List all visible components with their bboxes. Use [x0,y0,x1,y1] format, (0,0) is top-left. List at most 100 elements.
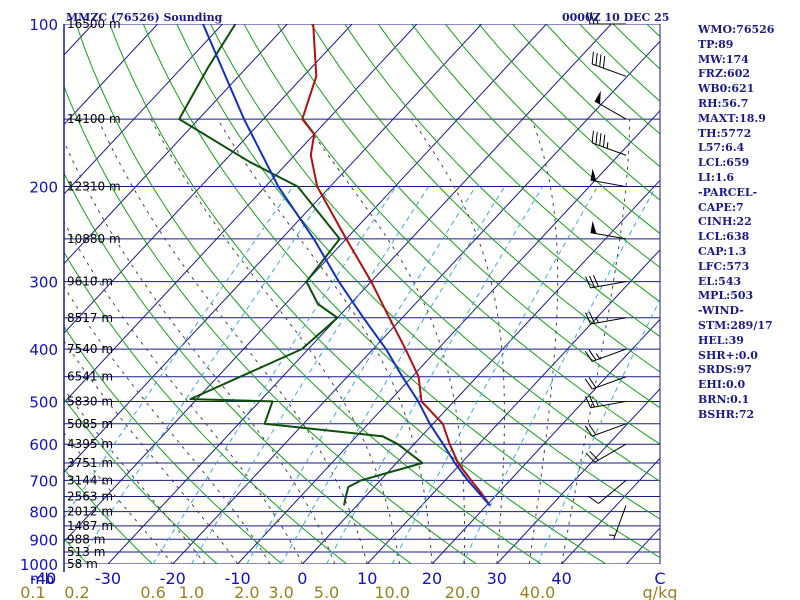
mixing-ratio-line-40 [537,298,660,564]
wind-barb-400 [584,348,627,362]
pressure-tick-100: 100 [29,16,58,34]
wind-barb-250 [590,220,627,240]
index-line: CAP:1.3 [698,244,747,258]
index-line: LFC:573 [698,259,750,273]
moist-adiabat-20 [217,118,433,564]
mixing-ratio-line-10 [391,186,598,564]
dry-adiabat-330 [142,24,660,559]
height-labels: 16500 m 14100 m 12310 m 10880 m 9610 m 8517 m… [67,17,121,571]
height-label-100: 16500 m [67,17,121,31]
mixing-ratio-tick-5.0: 5.0 [314,583,339,600]
isotherm--100 [64,24,159,126]
moist-adiabat-35 [528,118,559,564]
wind-barb-200 [590,168,627,188]
wind-barb-100 [586,11,626,25]
pressure-tick-800: 800 [29,504,58,522]
isotherm--60 [64,24,418,404]
temperature-tick--40: -40 [30,569,56,588]
index-line: BRN:0.1 [698,392,750,406]
sounding-title: MMZC (76526) Sounding [66,11,223,24]
height-label-850: 1487 m [67,519,113,533]
background-grid [64,24,660,564]
index-line: EL:543 [698,274,742,288]
pressure-unit-label: mb [30,570,54,588]
temperature-tick-0: 0 [297,569,307,588]
pressure-tick-200: 200 [29,179,58,197]
index-line: LCL:659 [698,156,750,170]
wind-barbs [584,11,627,540]
index-line: SRDS:97 [698,363,752,377]
height-label-600: 4395 m [67,437,113,451]
wind-barb-150 [594,90,627,120]
index-line: WB0:621 [698,82,755,96]
mixing-ratio-line-5 [326,186,544,564]
moist-adiabat-15 [150,118,401,564]
index-line: EHI:0.0 [698,378,746,392]
height-label-300: 9610 m [67,275,113,289]
dry-adiabat-320 [109,24,607,564]
height-label-150: 14100 m [67,112,121,126]
mixing-ratio-line-3 [280,186,506,564]
isotherm--90 [64,24,223,195]
pressure-tick-1000: 1000 [20,556,58,574]
dry-adiabat-250 [64,468,153,564]
temperature-tick--10: -10 [225,569,251,588]
isotherm--80 [64,24,288,265]
wind-barb-500 [585,395,627,409]
isotherm--20 [172,40,660,564]
mixing-ratio-unit-label: g/kg [643,583,678,600]
height-label-500: 5830 m [67,394,113,408]
sounding-datetime: 0000Z 10 DEC 25 [562,11,669,24]
height-label-400: 7540 m [67,342,113,356]
dry-adiabat-270 [64,325,283,564]
index-line: MPL:503 [698,289,754,303]
pressure-tick-400: 400 [29,341,58,359]
index-line: STM:289/17 [698,318,773,332]
moist-adiabat--5 [64,285,271,564]
mixing-ratio-line-1 [190,186,430,564]
mixing-ratio-line-0.6 [152,186,397,564]
height-label-450: 6541 m [67,370,113,384]
index-line: MW:174 [698,52,749,66]
dry-adiabat-340 [176,24,660,520]
wind-barb-550 [584,423,627,437]
mixing-ratio-tick-0.1: 0.1 [20,583,45,600]
dry-adiabat-350 [209,24,660,482]
mixing-ratio-tick-0.6: 0.6 [140,583,165,600]
temperature-tick--20: -20 [160,569,186,588]
index-line: RH:56.7 [698,96,749,110]
axes: 1002003004005006007008009001000mb-50-40-… [20,16,678,600]
stability-indices-panel: WMO:76526 TP:89 MW:174 FRZ:602 WB0:621 RH:56.… [698,23,798,423]
mixing-ratio-tick-10.0: 10.0 [374,583,410,600]
mixing-ratio-line-2 [246,186,477,564]
height-label-350: 8517 m [67,311,113,325]
wind-barb-300 [585,275,627,289]
dry-adiabat-390 [344,24,660,338]
isotherm--70 [64,24,353,334]
height-label-1000: 58 m [67,557,98,571]
moist-adiabat--20 [64,432,174,564]
dry-adiabat-280 [64,251,348,564]
mixing-ratio-tick-40.0: 40.0 [520,583,556,600]
mixing-ratio-tick-3.0: 3.0 [268,583,293,600]
dry-adiabat-300 [64,85,477,564]
mixing-ratio-tick-20.0: 20.0 [445,583,481,600]
isotherm-40 [561,457,660,564]
pressure-tick-600: 600 [29,436,58,454]
wind-barb-175 [591,130,627,156]
sounding-traces [178,24,491,507]
dry-adiabat-380 [310,24,660,373]
index-line: HEL:39 [698,333,744,347]
dry-adiabat-310 [75,24,542,564]
mixing-ratio-tick-1.0: 1.0 [179,583,204,600]
index-line: FRZ:602 [698,67,751,81]
pressure-tick-500: 500 [29,393,58,411]
index-line: -WIND- [698,304,744,318]
dry-adiabat-360 [243,24,660,445]
isotherm--10 [237,110,660,564]
dewpoint-trace [178,24,424,506]
height-label-700: 3144 m [67,473,113,487]
temperature-tick-20: 20 [422,569,442,588]
temperature-trace [301,24,491,506]
